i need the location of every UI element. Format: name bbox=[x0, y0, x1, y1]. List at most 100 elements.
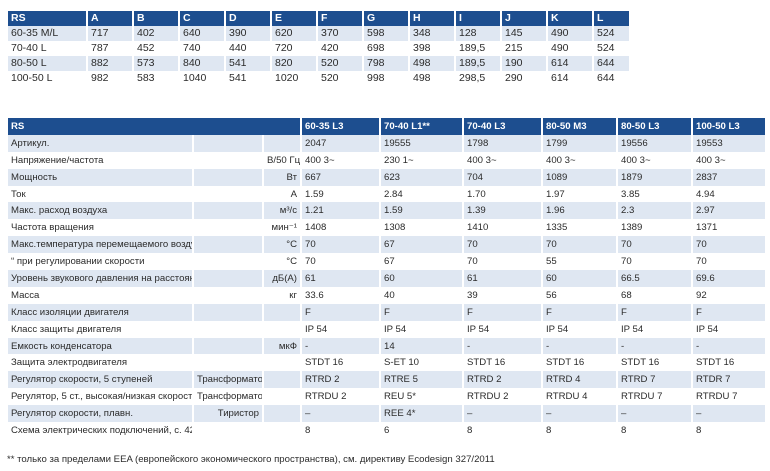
specifications-row-label: Регулятор скорости, 5 ступеней bbox=[6, 371, 193, 389]
specifications-value-cell: S-ET 10 bbox=[379, 354, 463, 372]
specifications-value-cell: 1799 bbox=[541, 134, 617, 152]
dimensions-value-cell: 498 bbox=[408, 70, 455, 86]
specifications-value-cell: 1410 bbox=[462, 219, 542, 237]
specifications-value-cell: 40 bbox=[379, 286, 463, 304]
dimensions-row: 70-40 L 787 452 740 440 720 420 698 398 189,5 215 4… bbox=[6, 40, 629, 56]
specifications-value-cell: 8 bbox=[691, 422, 765, 439]
dimensions-value-cell: 524 bbox=[592, 40, 629, 56]
specifications-value-cell: 68 bbox=[616, 286, 692, 304]
specifications-value-cell: 1.39 bbox=[462, 202, 542, 220]
specifications-value-cell: 70 bbox=[691, 236, 765, 254]
dimensions-value-cell: 740 bbox=[178, 40, 225, 56]
specifications-value-cell: F bbox=[616, 303, 692, 321]
specifications-value-cell: 1798 bbox=[462, 134, 542, 152]
specifications-value-cell: RTRD 4 bbox=[541, 371, 617, 389]
specifications-value-cell: 2.3 bbox=[616, 202, 692, 220]
specifications-value-cell: 70 bbox=[691, 253, 765, 271]
specifications-value-cell: RTRD 2 bbox=[462, 371, 542, 389]
dimensions-value-cell: 644 bbox=[592, 55, 629, 71]
specifications-row-label: Напряжение/частота bbox=[6, 151, 193, 169]
specifications-value-cell: – bbox=[616, 405, 692, 423]
dimensions-value-cell: 614 bbox=[546, 70, 593, 86]
dimensions-value-cell: 541 bbox=[224, 55, 271, 71]
specifications-value-cell: 92 bbox=[691, 286, 765, 304]
dimensions-value-cell: 490 bbox=[546, 40, 593, 56]
dimensions-model-cell: 60-35 M/L bbox=[6, 25, 87, 41]
specifications-value-cell: 70 bbox=[300, 236, 380, 254]
specifications-row-unit: А bbox=[262, 185, 301, 203]
dimensions-header-cell: F bbox=[316, 11, 363, 26]
specifications-value-cell: 70 bbox=[462, 253, 542, 271]
dimensions-header-cell: K bbox=[546, 11, 593, 26]
footnote: ** только за пределами EEA (европейского… bbox=[7, 454, 495, 465]
specifications-value-cell: 70 bbox=[541, 236, 617, 254]
specifications-row-unit bbox=[262, 405, 301, 423]
dimensions-value-cell: 820 bbox=[270, 55, 317, 71]
specifications-row: Класс изоляции двигателя F F F F F F bbox=[6, 303, 765, 321]
dimensions-value-cell: 998 bbox=[362, 70, 409, 86]
dimensions-value-cell: 620 bbox=[270, 25, 317, 41]
specifications-value-cell: - bbox=[541, 337, 617, 355]
specifications-value-cell: 61 bbox=[462, 270, 542, 287]
specifications-row-device bbox=[192, 320, 263, 338]
dimensions-value-cell: 440 bbox=[224, 40, 271, 56]
dimensions-value-cell: 640 bbox=[178, 25, 225, 41]
specifications-value-cell: STDT 16 bbox=[462, 354, 542, 372]
dimensions-value-cell: 498 bbox=[408, 55, 455, 71]
dimensions-value-cell: 573 bbox=[132, 55, 179, 71]
specifications-value-cell: IP 54 bbox=[379, 320, 463, 338]
specifications-row-label: Макс.температура перемещаемого воздуха bbox=[6, 236, 193, 254]
specifications-value-cell: - bbox=[691, 337, 765, 355]
specifications-value-cell: 1879 bbox=[616, 168, 692, 186]
specifications-row: Артикул. 2047 19555 1798 1799 19556 19553 bbox=[6, 134, 765, 152]
specifications-value-cell: RTRE 5 bbox=[379, 371, 463, 389]
specifications-row: Регулятор скорости, плавн. Тиристор – REE 4… bbox=[6, 405, 765, 423]
specifications-value-cell: 2.84 bbox=[379, 185, 463, 203]
specifications-model-header: 70-40 L3 bbox=[462, 118, 542, 135]
dimensions-value-cell: 128 bbox=[454, 25, 501, 41]
specifications-value-cell: 6 bbox=[379, 422, 463, 439]
specifications-row: Макс. расход воздуха м³/с 1.21 1.59 1.39 1.96… bbox=[6, 202, 765, 220]
specifications-value-cell: RTRD 7 bbox=[616, 371, 692, 389]
specifications-row-device bbox=[192, 337, 263, 355]
specifications-value-cell: 8 bbox=[616, 422, 692, 439]
dimensions-value-cell: 189,5 bbox=[454, 55, 501, 71]
specifications-model-header: 80-50 M3 bbox=[541, 118, 617, 135]
specifications-value-cell: – bbox=[462, 405, 542, 423]
specifications-model-header: 70-40 L1** bbox=[379, 118, 463, 135]
specifications-model-header: 100-50 L3 bbox=[691, 118, 765, 135]
dimensions-value-cell: 717 bbox=[86, 25, 133, 41]
specifications-row-device: Трансформатор bbox=[192, 371, 263, 389]
specifications-row-unit: Вт bbox=[262, 168, 301, 186]
specifications-row: Класс защиты двигателя IP 54 IP 54 IP 54 IP … bbox=[6, 320, 765, 338]
dimensions-value-cell: 490 bbox=[546, 25, 593, 41]
specifications-value-cell: 1335 bbox=[541, 219, 617, 237]
dimensions-value-cell: 541 bbox=[224, 70, 271, 86]
specifications-row-unit: кг bbox=[262, 286, 301, 304]
specifications-row: “ при регулировании скорости °С 70 67 70 55 70… bbox=[6, 253, 765, 271]
specifications-row-unit bbox=[262, 388, 301, 406]
specifications-value-cell: 19553 bbox=[691, 134, 765, 152]
specifications-value-cell: 2047 bbox=[300, 134, 380, 152]
specifications-row: Емкость конденсатора мкФ -14- - - - bbox=[6, 337, 765, 355]
specifications-row-unit: °С bbox=[262, 253, 301, 271]
dimensions-value-cell: 145 bbox=[500, 25, 547, 41]
dimensions-header-row: RS A B C D E F G H I J K L bbox=[6, 11, 629, 26]
specifications-value-cell: IP 54 bbox=[462, 320, 542, 338]
specifications-value-cell: 230 1~ bbox=[379, 151, 463, 169]
dimensions-value-cell: 370 bbox=[316, 25, 363, 41]
specifications-value-cell: 704 bbox=[462, 168, 542, 186]
specifications-value-cell: 70 bbox=[300, 253, 380, 271]
specifications-value-cell: 623 bbox=[379, 168, 463, 186]
specifications-value-cell: 1.59 bbox=[379, 202, 463, 220]
dimensions-value-cell: 583 bbox=[132, 70, 179, 86]
dimensions-value-cell: 1020 bbox=[270, 70, 317, 86]
specifications-value-cell: RTRDU 4 bbox=[541, 388, 617, 406]
dimensions-table: RS A B C D E F G H I J K L 60-35 M/L 717 402 640 390 620 3… bbox=[6, 11, 629, 86]
specifications-value-cell: 400 3~ bbox=[541, 151, 617, 169]
specifications-row-label: Артикул. bbox=[6, 134, 193, 152]
specifications-value-cell: - bbox=[300, 337, 380, 355]
specifications-value-cell: RTDR 7 bbox=[691, 371, 765, 389]
dimensions-value-cell: 520 bbox=[316, 55, 363, 71]
specifications-row-unit: м³/с bbox=[262, 202, 301, 220]
